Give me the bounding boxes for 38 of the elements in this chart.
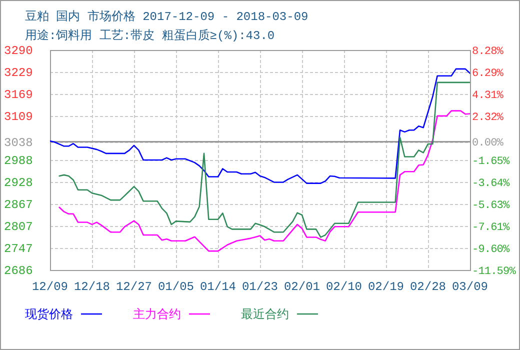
x-tick-label: 01/14 <box>200 280 236 294</box>
y2-tick-label: -1.65% <box>472 156 510 168</box>
y-tick-label: 2988 <box>4 154 33 168</box>
x-tick-label: 02/28 <box>410 280 446 294</box>
y-tick-label: 2928 <box>4 176 33 190</box>
y2-tick-label: -5.63% <box>472 200 510 212</box>
y2-tick-label: -11.59% <box>472 266 516 278</box>
legend-label: 最近合约 <box>241 308 289 322</box>
title: 豆粕 国内 市场价格 2017-12-09 - 2018-03-09 <box>25 10 308 24</box>
x-tick-label: 02/19 <box>368 280 404 294</box>
y-tick-label: 3229 <box>4 66 33 80</box>
x-tick-label: 01/05 <box>158 280 194 294</box>
y2-tick-label: -9.60% <box>472 244 510 256</box>
y-tick-label: 2747 <box>4 242 33 256</box>
x-tick-label: 01/23 <box>242 280 278 294</box>
legend-label: 现货价格 <box>25 308 73 322</box>
x-tick-label: 02/01 <box>284 280 320 294</box>
y2-tick-label: 2.32% <box>472 112 504 124</box>
y2-tick-label: 8.28% <box>472 46 504 58</box>
y-tick-label: 2867 <box>4 198 33 212</box>
y2-tick-label: -7.61% <box>472 222 510 234</box>
legend-label: 主力合约 <box>133 307 181 322</box>
y2-tick-label: 4.31% <box>472 90 504 102</box>
x-tick-label: 03/09 <box>452 280 488 294</box>
y-tick-label: 3169 <box>4 88 33 102</box>
y2-tick-label: 0.00% <box>472 138 504 150</box>
y-tick-label: 3109 <box>4 110 33 124</box>
y2-tick-label: -3.64% <box>472 178 510 190</box>
x-tick-label: 12/09 <box>32 280 68 294</box>
x-tick-label: 02/10 <box>326 280 362 294</box>
y-tick-label: 3290 <box>4 44 33 58</box>
y-tick-label: 2686 <box>4 264 33 278</box>
x-tick-label: 12/27 <box>116 280 152 294</box>
y-tick-label: 3038 <box>4 136 33 150</box>
subtitle: 用途:饲料用 工艺:带皮 粗蛋白质≥(%):43.0 <box>25 29 275 43</box>
y-tick-label: 2807 <box>4 220 33 234</box>
y2-tick-label: 6.29% <box>472 68 504 80</box>
x-tick-label: 12/18 <box>74 280 110 294</box>
